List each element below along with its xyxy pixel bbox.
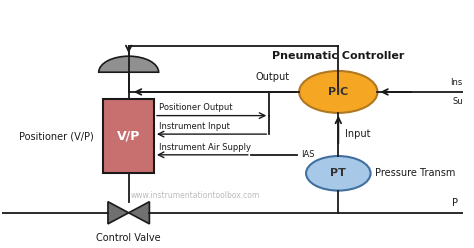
Text: PIC: PIC <box>328 87 348 97</box>
Circle shape <box>306 156 371 190</box>
Text: Instrument Input: Instrument Input <box>159 122 229 131</box>
Text: Output: Output <box>256 72 290 82</box>
Text: Instrument Air Supply: Instrument Air Supply <box>159 143 251 152</box>
Polygon shape <box>108 202 128 224</box>
Text: Ins: Ins <box>450 78 463 87</box>
Polygon shape <box>128 202 149 224</box>
Text: IAS: IAS <box>301 150 315 159</box>
Text: Positioner (V/P): Positioner (V/P) <box>19 131 94 141</box>
Text: Positioner Output: Positioner Output <box>159 103 232 112</box>
Text: PT: PT <box>330 168 346 178</box>
Circle shape <box>299 71 377 113</box>
Bar <box>103 99 154 173</box>
Wedge shape <box>99 56 159 72</box>
Text: Control Valve: Control Valve <box>96 233 161 243</box>
Text: Pressure Transm: Pressure Transm <box>375 168 456 178</box>
Text: www.instrumentationtoolbox.com: www.instrumentationtoolbox.com <box>131 191 260 200</box>
Text: Pneumatic Controller: Pneumatic Controller <box>272 51 404 61</box>
Text: P: P <box>452 198 458 208</box>
Text: Input: Input <box>345 129 371 139</box>
Text: V/P: V/P <box>117 130 140 143</box>
Text: Su: Su <box>452 97 463 106</box>
